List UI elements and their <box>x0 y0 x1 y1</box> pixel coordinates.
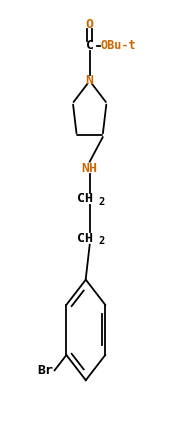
Text: CH: CH <box>77 192 93 205</box>
Text: N: N <box>86 74 94 87</box>
Text: NH: NH <box>82 162 98 175</box>
Text: CH: CH <box>77 232 93 245</box>
Text: C: C <box>86 39 94 52</box>
Text: 2: 2 <box>98 236 104 246</box>
Text: 2: 2 <box>98 197 104 207</box>
Text: O: O <box>86 17 94 31</box>
Text: Br: Br <box>38 364 54 377</box>
Text: OBu-t: OBu-t <box>100 39 136 52</box>
